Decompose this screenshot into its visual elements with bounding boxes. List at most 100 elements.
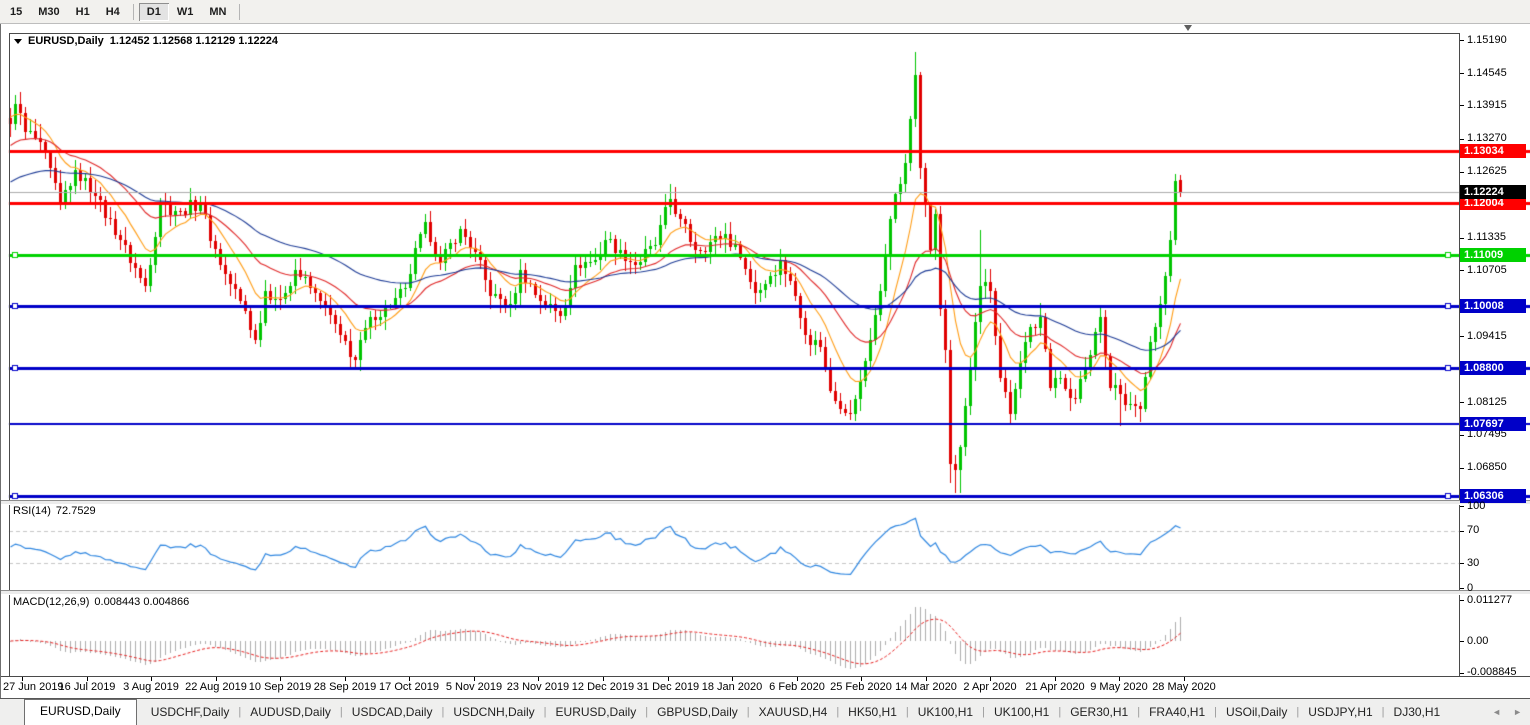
tab-usoil-daily[interactable]: USOil,Daily [1225,705,1288,719]
chart-symbol-period: EURUSD,Daily [28,35,104,47]
tab-usdcad-daily[interactable]: USDCAD,Daily [351,705,433,719]
date-axis-label: 25 Feb 2020 [830,681,892,693]
tab-usdjpy-h1[interactable]: USDJPY,H1 [1308,705,1373,719]
date-axis-tick-mark [538,677,539,681]
price-axis-tick-label: 1.10705 [1467,263,1507,276]
price-axis-tick-label: 1.11335 [1467,231,1506,244]
date-axis-tick-mark [1184,677,1185,681]
price-chart-canvas[interactable] [1,24,1530,698]
rsi-axis-tick-label: 0 [1467,581,1474,594]
macd-label: MACD(12,26,9) [13,596,90,608]
tab-separator: | [746,706,750,718]
hline-price-label: 1.07697 [1460,417,1526,431]
price-axis-tick-label: 1.09415 [1467,329,1507,342]
macd-values: 0.008443 0.004866 [94,596,190,608]
rsi-indicator-title: RSI(14) 72.7529 [13,505,101,517]
price-axis-tick-mark [1460,139,1464,140]
tab-dj30-h1[interactable]: DJ30,H1 [1393,705,1441,719]
tab-separator: | [1137,706,1141,718]
tab-separator: | [543,706,547,718]
rsi-axis-tick-label: 100 [1467,499,1486,512]
date-axis-tick-mark [409,677,410,681]
tab-separator: | [905,706,909,718]
hline-price-label: 1.08800 [1460,361,1526,375]
tab-eurusd-daily[interactable]: EURUSD,Daily [555,705,637,719]
tab-separator: | [1296,706,1300,718]
tab-hk50-h1[interactable]: HK50,H1 [848,705,897,719]
price-axis-tick-mark [1460,468,1464,469]
date-axis-label: 12 Dec 2019 [571,681,635,693]
timeframe-button-15[interactable]: 15 [10,5,23,18]
chart-window: EURUSD,Daily 1.12452 1.12568 1.12129 1.1… [0,24,1530,698]
date-axis-tick-mark [345,677,346,681]
date-axis-label: 28 May 2020 [1152,681,1216,693]
timeframe-button-w1[interactable]: W1 [176,5,194,18]
tab-usdchf-daily[interactable]: USDCHF,Daily [150,705,230,719]
date-axis-tick-mark [280,677,281,681]
chart-dropdown-icon[interactable] [14,38,22,44]
price-axis-tick-mark [1460,336,1464,337]
hline-price-label: 1.10008 [1460,299,1526,313]
tab-scroll-right-icon[interactable]: ► [1513,707,1522,717]
date-axis-tick-mark [926,677,927,681]
chart-title: EURUSD,Daily 1.12452 1.12568 1.12129 1.1… [14,35,278,47]
tab-separator: | [1214,706,1217,718]
price-axis-tick-mark [1460,435,1464,436]
date-axis-tick-mark [1055,677,1056,681]
date-axis-tick-mark [990,677,991,681]
tab-uk100-h1[interactable]: UK100,H1 [917,705,974,719]
rsi-axis-tick-mark [1460,588,1464,589]
date-axis-label: 31 Dec 2019 [636,681,700,693]
price-axis-tick-mark [1460,172,1464,173]
hline-price-label: 1.13034 [1460,144,1526,158]
timeframe-button-mn[interactable]: MN [209,5,227,18]
price-axis-tick-label: 1.15190 [1467,33,1507,46]
tab-audusd-daily[interactable]: AUDUSD,Daily [250,705,331,719]
tab-usdcnh-daily[interactable]: USDCNH,Daily [453,705,535,719]
timeframe-button-h1[interactable]: H1 [75,5,90,18]
date-axis-label: 23 Nov 2019 [506,681,570,693]
tab-separator: | [339,706,343,718]
macd-axis-tick-label: -0.008845 [1467,666,1517,679]
rsi-axis-tick-label: 70 [1467,524,1480,537]
tab-separator: | [1058,706,1062,718]
tab-fra40-h1[interactable]: FRA40,H1 [1149,705,1206,719]
date-axis-tick-mark [151,677,152,681]
price-axis-tick-label: 1.13915 [1467,98,1507,111]
tab-uk100-h1[interactable]: UK100,H1 [993,705,1050,719]
tab-ger30-h1[interactable]: GER30,H1 [1070,705,1129,719]
date-axis-label: 10 Sep 2019 [248,681,312,693]
tab-separator: | [441,706,445,718]
price-axis-tick-label: 1.13270 [1467,132,1507,144]
tab-scroll-left-icon[interactable]: ◄ [1492,707,1502,717]
tab-separator: | [645,706,649,718]
chart-shift-marker-icon [1184,25,1192,31]
timeframe-button-d1[interactable]: D1 [138,2,169,21]
hline-price-label: 1.12004 [1460,196,1526,210]
date-axis-label: 5 Nov 2019 [445,681,503,693]
date-axis-label: 27 Jun 2019 [3,681,64,693]
toolbar-separator [239,3,241,20]
timeframe-button-m30[interactable]: M30 [38,5,60,18]
date-axis-label: 6 Feb 2020 [769,681,825,693]
date-axis-label: 28 Sep 2019 [313,681,377,693]
price-axis-tick-mark [1460,73,1464,74]
date-axis-tick-mark [861,677,862,681]
pane-separator-rsi[interactable] [1,500,1530,505]
tab-scroll-arrows: ◄ ► [1480,707,1522,717]
macd-axis-tick-label: 0.011277 [1467,593,1513,606]
date-axis-tick-mark [732,677,733,681]
date-axis-label: 9 May 2020 [1090,681,1148,693]
tab-eurusd-daily[interactable]: EURUSD,Daily [24,699,137,725]
pane-separator-macd[interactable] [1,590,1530,595]
tab-xauusd-h4[interactable]: XAUUSD,H4 [758,705,828,719]
tab-separator: | [836,706,840,718]
date-axis-label: 2 Apr 2020 [963,681,1017,693]
rsi-label: RSI(14) [13,505,51,517]
chart-labels-layer: 1.15190 1.14545 1.13915 1.13270 1.12625 1.113… [1,24,1530,698]
macd-axis-tick-mark [1460,600,1464,601]
tab-gbpusd-daily[interactable]: GBPUSD,Daily [657,705,738,719]
timeframe-button-h4[interactable]: H4 [105,5,120,18]
price-axis-tick-mark [1460,105,1464,106]
